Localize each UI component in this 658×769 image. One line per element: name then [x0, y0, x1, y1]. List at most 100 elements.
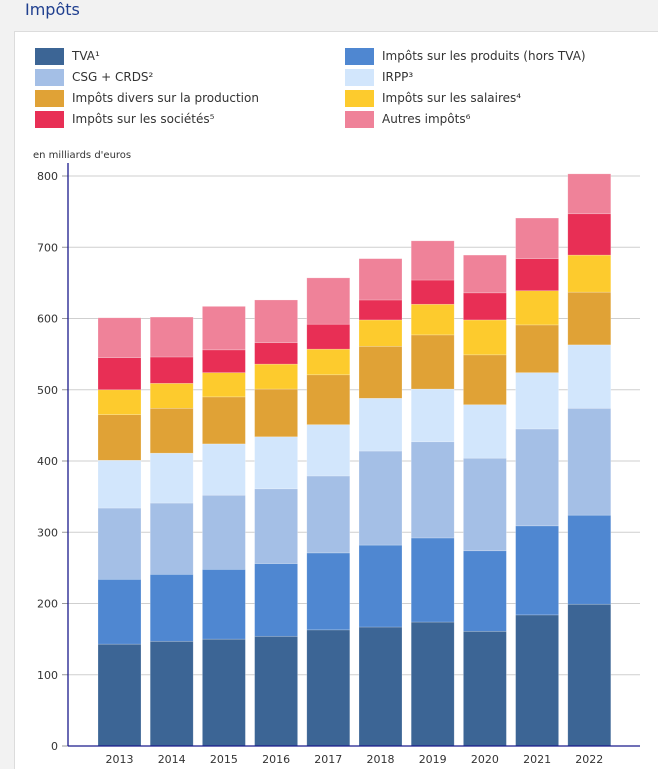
bar-segment[interactable]: [410, 388, 455, 443]
legend-item[interactable]: Impôts sur les produits (hors TVA): [345, 46, 586, 66]
page-title: Impôts: [25, 0, 80, 19]
bar-segment[interactable]: [515, 324, 559, 373]
legend-item[interactable]: Impôts sur les sociétés⁵: [35, 109, 214, 129]
bar-segment[interactable]: [515, 290, 559, 326]
legend-label: IRPP³: [382, 70, 414, 84]
bar-segment[interactable]: [515, 614, 559, 747]
chart-panel: TVA¹ CSG + CRDS² Impôts divers sur la prod…: [14, 31, 658, 769]
bar-segment[interactable]: [463, 354, 507, 406]
legend-swatch: [345, 89, 374, 107]
bar-segment[interactable]: [358, 450, 403, 546]
bar-segment[interactable]: [515, 525, 559, 616]
bar-segment[interactable]: [358, 397, 403, 452]
bar-segment[interactable]: [567, 407, 612, 516]
x-tick-label: 2019: [419, 753, 447, 766]
bar-segment[interactable]: [410, 334, 455, 390]
bar-segment[interactable]: [254, 488, 298, 564]
bar-segment[interactable]: [306, 348, 351, 376]
bar-segment[interactable]: [358, 626, 403, 747]
y-tick-label: 700: [37, 241, 58, 254]
y-tick-label: 600: [37, 313, 58, 326]
bar-segment[interactable]: [202, 306, 246, 351]
bar-segment[interactable]: [358, 258, 403, 301]
bar-segment[interactable]: [202, 494, 246, 570]
bar-segment[interactable]: [306, 629, 351, 747]
bar-segment[interactable]: [515, 217, 559, 259]
bar-segment[interactable]: [149, 356, 194, 384]
bar-segment[interactable]: [410, 303, 455, 336]
bar-segment[interactable]: [358, 319, 403, 347]
bar-segment[interactable]: [97, 507, 142, 580]
stacked-bar-chart: 0 100 200 300 400 500 600 700 800 2013 2014 2015 201…: [37, 163, 640, 766]
bar-segment[interactable]: [306, 424, 351, 477]
bar-segment[interactable]: [463, 404, 507, 459]
bar-segment[interactable]: [149, 640, 194, 747]
bar-segment[interactable]: [202, 568, 246, 640]
legend-item[interactable]: Autres impôts⁶: [345, 109, 470, 129]
bar-segment[interactable]: [254, 436, 298, 490]
bar-segment[interactable]: [567, 173, 612, 215]
legend-item[interactable]: Impôts sur les salaires⁴: [345, 88, 521, 108]
bar-segment[interactable]: [254, 635, 298, 747]
legend-label: TVA¹: [72, 49, 100, 63]
legend-item[interactable]: IRPP³: [345, 67, 413, 87]
bar-segment[interactable]: [149, 573, 194, 642]
bar-segment[interactable]: [463, 292, 507, 321]
bar-segment[interactable]: [358, 299, 403, 321]
legend-label: CSG + CRDS²: [72, 70, 154, 84]
bar-segment[interactable]: [202, 349, 246, 373]
bar-segment[interactable]: [254, 363, 298, 390]
bar-segment[interactable]: [149, 502, 194, 575]
bar-segment[interactable]: [202, 372, 246, 398]
bar-segment[interactable]: [358, 345, 403, 399]
bar-segment[interactable]: [97, 389, 142, 415]
bar-segment[interactable]: [567, 514, 612, 605]
bar-segment[interactable]: [567, 291, 612, 346]
bar-segment[interactable]: [410, 441, 455, 539]
bar-segment[interactable]: [515, 258, 559, 292]
y-tick-label: 500: [37, 384, 58, 397]
bar-segment[interactable]: [567, 254, 612, 293]
legend-item[interactable]: CSG + CRDS²: [35, 67, 153, 87]
bar-segment[interactable]: [515, 428, 559, 527]
bar-segment[interactable]: [97, 643, 142, 747]
bar-segment[interactable]: [97, 317, 142, 358]
bar-segment[interactable]: [254, 388, 298, 438]
bar-segment[interactable]: [410, 279, 455, 305]
legend-item[interactable]: Impôts divers sur la production: [35, 88, 259, 108]
bar-segment[interactable]: [463, 319, 507, 356]
bar-segment[interactable]: [149, 452, 194, 504]
bar-segment[interactable]: [97, 459, 142, 509]
bar-segment[interactable]: [97, 357, 142, 391]
bar-segment[interactable]: [202, 638, 246, 747]
bar-segment[interactable]: [149, 407, 194, 454]
x-tick-label: 2017: [314, 753, 342, 766]
bar-segment[interactable]: [410, 537, 455, 623]
bar-segment[interactable]: [306, 374, 351, 425]
bar-segment[interactable]: [567, 603, 612, 747]
bar-segment[interactable]: [463, 550, 507, 632]
bar-segment[interactable]: [306, 277, 351, 325]
bar-segment[interactable]: [306, 475, 351, 554]
bar-segment[interactable]: [306, 552, 351, 631]
bar-segment[interactable]: [202, 443, 246, 496]
bar-segment[interactable]: [567, 344, 612, 409]
bar-segment[interactable]: [463, 457, 507, 552]
bar-segment[interactable]: [202, 396, 246, 445]
bar-segment[interactable]: [97, 578, 142, 645]
bar-segment[interactable]: [97, 414, 142, 461]
bar-segment[interactable]: [358, 544, 403, 628]
bar-segment[interactable]: [254, 299, 298, 344]
bar-segment[interactable]: [567, 213, 612, 256]
bar-segment[interactable]: [306, 323, 351, 350]
legend-item[interactable]: TVA¹: [35, 46, 100, 66]
bar-segment[interactable]: [463, 254, 507, 294]
bar-segment[interactable]: [254, 342, 298, 365]
bar-segment[interactable]: [254, 563, 298, 637]
bar-segment[interactable]: [149, 316, 194, 358]
bar-segment[interactable]: [410, 621, 455, 747]
bar-segment[interactable]: [410, 240, 455, 281]
bar-segment[interactable]: [463, 630, 507, 747]
bar-segment[interactable]: [149, 383, 194, 409]
bar-segment[interactable]: [515, 372, 559, 430]
